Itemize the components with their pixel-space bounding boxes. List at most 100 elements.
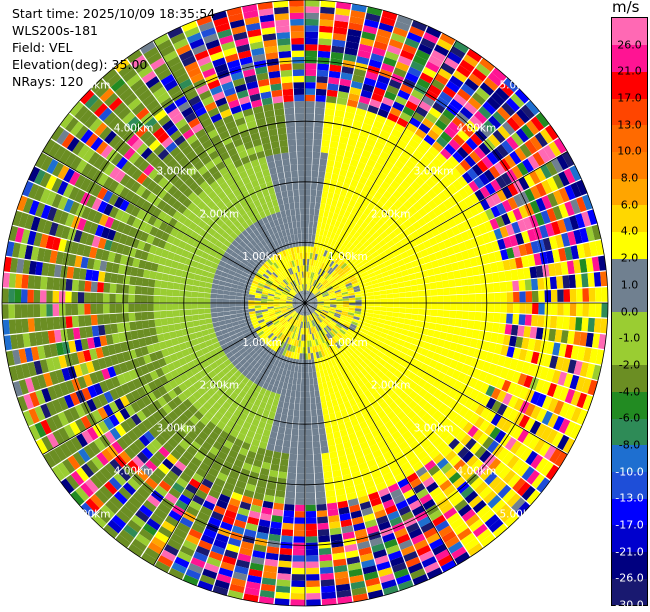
velocity-gate: [295, 511, 305, 517]
velocity-gate: [294, 524, 305, 531]
velocity-gate: [324, 471, 333, 478]
velocity-gate: [116, 284, 123, 293]
velocity-gate: [84, 304, 91, 315]
velocity-gate: [53, 317, 60, 330]
velocity-gate: [84, 315, 91, 326]
velocity-gate: [545, 303, 552, 315]
velocity-gate: [305, 13, 319, 20]
velocity-gate: [325, 484, 335, 492]
velocity-gate: [192, 292, 199, 298]
velocity-gate: [293, 416, 299, 423]
velocity-gate: [301, 372, 305, 378]
velocity-gate: [310, 202, 315, 209]
velocity-gate: [305, 126, 314, 133]
velocity-gate: [15, 304, 22, 318]
velocity-gate: [416, 321, 423, 328]
velocity-gate: [368, 303, 374, 306]
velocity-gate: [309, 221, 313, 228]
velocity-gate: [319, 554, 332, 561]
velocity-gate: [248, 306, 255, 309]
velocity-gate: [298, 435, 305, 442]
velocity-gate: [308, 240, 311, 247]
velocity-gate: [287, 415, 293, 422]
velocity-gate: [362, 306, 369, 309]
velocity-gate: [322, 140, 331, 147]
velocity-gate: [142, 278, 149, 287]
velocity-gate: [84, 281, 91, 292]
velocity-gate: [488, 293, 495, 302]
velocity-gate: [305, 88, 315, 95]
velocity-gate: [185, 297, 191, 303]
velocity-gate: [327, 439, 335, 447]
velocity-gate: [449, 287, 456, 295]
velocity-gate: [78, 316, 85, 327]
velocity-gate: [65, 304, 72, 316]
velocity-gate: [315, 108, 325, 115]
velocity-gate: [306, 429, 312, 436]
velocity-gate: [327, 90, 338, 98]
velocity-gate: [406, 308, 413, 314]
velocity-gate: [595, 303, 602, 317]
velocity-gate: [532, 291, 539, 302]
velocity-gate: [501, 303, 508, 313]
velocity-gate: [475, 294, 482, 303]
velocity-gate: [320, 567, 333, 574]
velocity-gate: [279, 465, 288, 472]
velocity-gate: [320, 13, 334, 20]
velocity-gate: [450, 311, 457, 319]
velocity-gate: [294, 530, 305, 537]
velocity-gate: [326, 496, 336, 504]
velocity-gate: [298, 448, 305, 455]
velocity-gate: [301, 385, 305, 391]
velocity-gate: [166, 304, 173, 311]
velocity-gate: [154, 296, 161, 303]
velocity-gate: [322, 408, 328, 415]
velocity-gate: [475, 303, 482, 312]
velocity-gate: [447, 326, 455, 334]
velocity-gate: [311, 240, 315, 247]
velocity-gate: [229, 295, 236, 299]
velocity-gate: [537, 278, 544, 290]
velocity-gate: [212, 284, 219, 290]
velocity-gate: [393, 303, 399, 308]
velocity-gate: [223, 303, 230, 307]
velocity-gate: [299, 417, 305, 423]
velocity-gate: [97, 314, 104, 324]
velocity-gate: [318, 529, 330, 536]
velocity-gate: [328, 445, 336, 453]
velocity-gate: [563, 317, 570, 330]
velocity-gate: [34, 276, 41, 289]
velocity-gate: [84, 292, 91, 303]
velocity-gate: [160, 288, 167, 295]
velocity-gate: [326, 401, 332, 408]
velocity-gate: [308, 353, 311, 360]
velocity-gate: [199, 319, 206, 325]
velocity-gate: [324, 115, 334, 122]
velocity-gate: [320, 440, 328, 447]
velocity-gate: [309, 378, 313, 385]
velocity-gate: [276, 407, 283, 414]
velocity-gate: [305, 196, 310, 202]
velocity-gate: [487, 313, 494, 322]
velocity-gate: [398, 282, 405, 288]
velocity-gate: [278, 427, 285, 434]
velocity-gate: [312, 429, 319, 436]
velocity-gate: [2, 288, 9, 303]
velocity-gate: [319, 38, 332, 45]
velocity-gate: [311, 190, 317, 197]
velocity-gate: [128, 295, 135, 304]
velocity-gate: [186, 285, 193, 291]
velocity-gate: [343, 301, 349, 303]
velocity-gate: [293, 378, 298, 385]
velocity-gate: [486, 273, 494, 283]
velocity-gate: [493, 313, 500, 323]
velocity-gate: [292, 384, 297, 391]
velocity-gate: [154, 319, 161, 327]
velocity-gate: [582, 288, 589, 302]
velocity-gate: [110, 314, 117, 324]
velocity-gate: [455, 278, 462, 286]
velocity-gate: [135, 286, 142, 295]
velocity-gate: [311, 183, 317, 190]
velocity-gate: [468, 285, 475, 294]
velocity-gate: [117, 274, 124, 284]
